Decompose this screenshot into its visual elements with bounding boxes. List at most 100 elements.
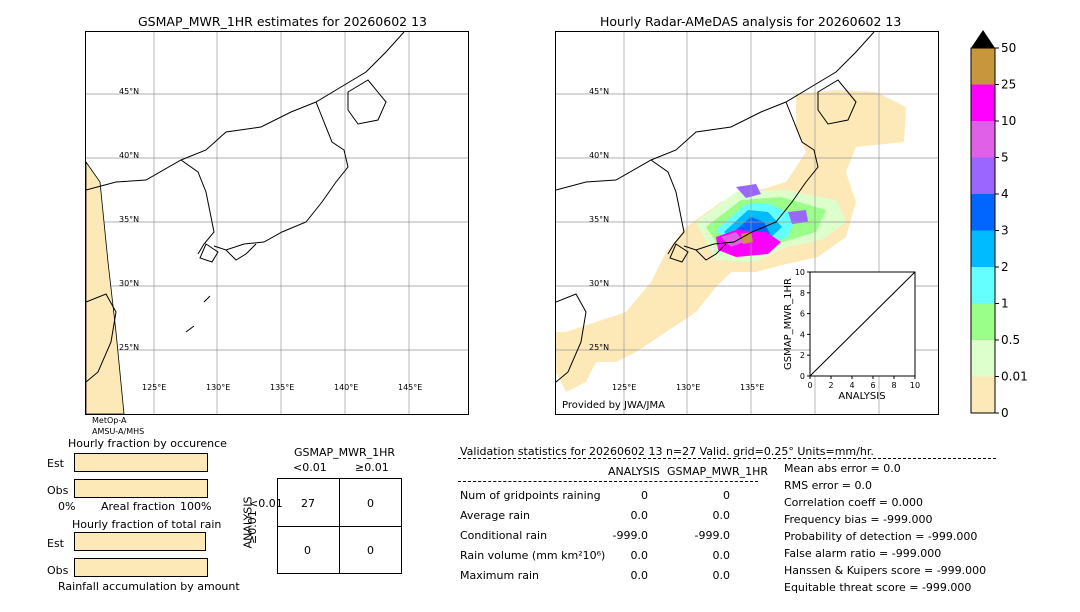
occurrence-obs-label: Obs xyxy=(47,484,69,497)
score-line: False alarm ratio = -999.000 xyxy=(784,547,942,560)
scatter-xtick: 8 xyxy=(891,381,896,390)
score-line: Hanssen & Kuipers score = -999.000 xyxy=(784,564,987,577)
scatter-xtick: 10 xyxy=(910,381,920,390)
totalrain-est-label: Est xyxy=(47,537,64,550)
validation-divider-top xyxy=(458,458,996,459)
colorbar-segment xyxy=(971,376,995,413)
contingency-cell: 0 xyxy=(367,544,374,557)
colorbar-label: 5 xyxy=(1001,151,1009,165)
scatter-ylabel: GSMAP_MWR_1HR xyxy=(783,278,794,370)
contingency-cell: 27 xyxy=(301,497,315,510)
stat-gsmap-value: 0.0 xyxy=(712,549,731,562)
colorbar-label: 25 xyxy=(1001,78,1016,92)
contingency-title: GSMAP_MWR_1HR xyxy=(294,446,396,459)
stat-analysis-value: 0.0 xyxy=(630,569,649,582)
left-lon-label: 140°E xyxy=(334,383,358,392)
colorbar-segment xyxy=(971,230,995,267)
colorbar-label: 0.01 xyxy=(1001,370,1028,384)
left-lat-label: 25°N xyxy=(119,343,139,352)
occurrence-est-label: Est xyxy=(47,457,64,470)
occurrence-obs-bar xyxy=(74,479,208,498)
scatter-xtick: 0 xyxy=(807,381,812,390)
stat-analysis-value: 0.0 xyxy=(630,549,649,562)
occurrence-est-bar xyxy=(74,453,208,472)
left-map-canvas: 45°N 40°N 35°N 30°N 25°N 125°E 130°E 135… xyxy=(86,32,468,414)
reference-diagonal xyxy=(809,271,916,377)
stat-label: Rain volume (mm km²10⁶) xyxy=(460,549,606,562)
contingency-col-header: <0.01 xyxy=(293,461,327,474)
stat-gsmap-value: 0.0 xyxy=(712,509,731,522)
right-lat-label: 40°N xyxy=(589,151,609,160)
colorbar-label: 50 xyxy=(1001,41,1016,55)
colorbar-segment xyxy=(971,48,995,85)
left-map: 45°N 40°N 35°N 30°N 25°N 125°E 130°E 135… xyxy=(85,31,469,415)
sensor-name: MetOp-A xyxy=(92,416,127,425)
colorbar-label: 0 xyxy=(1001,406,1009,418)
scatter-ytick: 8 xyxy=(800,289,805,298)
scatter-ytick: 4 xyxy=(800,330,805,339)
occurrence-title: Hourly fraction by occurence xyxy=(68,437,227,450)
score-line: Mean abs error = 0.0 xyxy=(784,462,901,475)
stat-analysis-value: 0 xyxy=(641,489,648,502)
right-map-canvas: 45°N 40°N 35°N 30°N 25°N 125°E 130°E 135… xyxy=(556,32,938,414)
stat-gsmap-value: 0.0 xyxy=(712,569,731,582)
score-line: Frequency bias = -999.000 xyxy=(784,513,933,526)
score-line: Probability of detection = -999.000 xyxy=(784,530,978,543)
right-lat-label: 30°N xyxy=(589,279,609,288)
totalrain-xlabel: Rainfall accumulation by amount xyxy=(58,580,240,593)
scatter-xtick: 6 xyxy=(870,381,875,390)
left-lat-label: 35°N xyxy=(119,215,139,224)
right-lat-label: 35°N xyxy=(589,215,609,224)
colorbar-extend-arrow xyxy=(971,30,995,48)
colorbar-segment xyxy=(971,340,995,377)
left-lat-label: 45°N xyxy=(119,87,139,96)
contingency-grid xyxy=(277,478,402,574)
column-header-analysis: ANALYSIS xyxy=(608,465,660,478)
left-lon-label: 145°E xyxy=(398,383,422,392)
stat-analysis-value: 0.0 xyxy=(630,509,649,522)
colorbar-segment xyxy=(971,121,995,158)
left-lon-label: 135°E xyxy=(270,383,294,392)
right-map-title: Hourly Radar-AMeDAS analysis for 2026060… xyxy=(600,14,902,29)
provider-credit: Provided by JWA/JMA xyxy=(562,400,665,411)
totalrain-obs-label: Obs xyxy=(47,564,69,577)
score-line: Correlation coeff = 0.000 xyxy=(784,496,923,509)
stat-gsmap-value: 0 xyxy=(723,489,730,502)
sensor-instrument: AMSU-A/MHS xyxy=(92,427,145,436)
totalrain-est-bar xyxy=(74,532,206,551)
scatter-xtick: 2 xyxy=(828,381,833,390)
right-map: 45°N 40°N 35°N 30°N 25°N 125°E 130°E 135… xyxy=(555,31,939,415)
totalrain-title: Hourly fraction of total rain xyxy=(72,518,222,531)
right-lon-label: 135°E xyxy=(740,383,764,392)
left-lat-label: 30°N xyxy=(119,279,139,288)
scatter-ytick: 0 xyxy=(800,372,805,381)
scatter-ytick: 10 xyxy=(795,268,805,277)
colorbar-label: 2 xyxy=(1001,260,1009,274)
score-line: RMS error = 0.0 xyxy=(784,479,872,492)
totalrain-obs-bar xyxy=(74,558,208,577)
stat-label: Conditional rain xyxy=(460,529,548,542)
occurrence-tick-max: 100% xyxy=(180,500,212,513)
colorbar-label: 3 xyxy=(1001,224,1009,238)
contingency-row-header: ≥0.01 xyxy=(246,510,259,544)
occurrence-xlabel: Areal fraction xyxy=(101,500,176,513)
right-lat-label: 45°N xyxy=(589,87,609,96)
contingency-cell: 0 xyxy=(304,544,311,557)
stat-gsmap-value: -999.0 xyxy=(694,529,730,542)
colorbar-segment xyxy=(971,157,995,194)
right-lat-label: 25°N xyxy=(589,343,609,352)
colorbar-label: 0.5 xyxy=(1001,333,1020,347)
colorbar: 50 25 10 5 4 3 2 1 0.5 0.01 0 xyxy=(970,30,1028,418)
left-lon-label: 125°E xyxy=(142,383,166,392)
left-map-title: GSMAP_MWR_1HR estimates for 20260602 13 xyxy=(138,14,427,29)
scatter-ytick: 6 xyxy=(800,310,805,319)
left-lon-label: 130°E xyxy=(206,383,230,392)
contingency-col-header: ≥0.01 xyxy=(355,461,389,474)
colorbar-segment xyxy=(971,267,995,304)
colorbar-segment xyxy=(971,303,995,340)
scatter-inset: 0 2 4 6 8 10 0 2 4 6 8 10 ANALYSIS GSMAP_MWR_1HR xyxy=(783,268,920,402)
scatter-xlabel: ANALYSIS xyxy=(838,391,885,402)
scatter-ytick: 2 xyxy=(800,351,805,360)
stat-label: Num of gridpoints raining xyxy=(460,489,601,502)
occurrence-tick-min: 0% xyxy=(58,500,76,513)
